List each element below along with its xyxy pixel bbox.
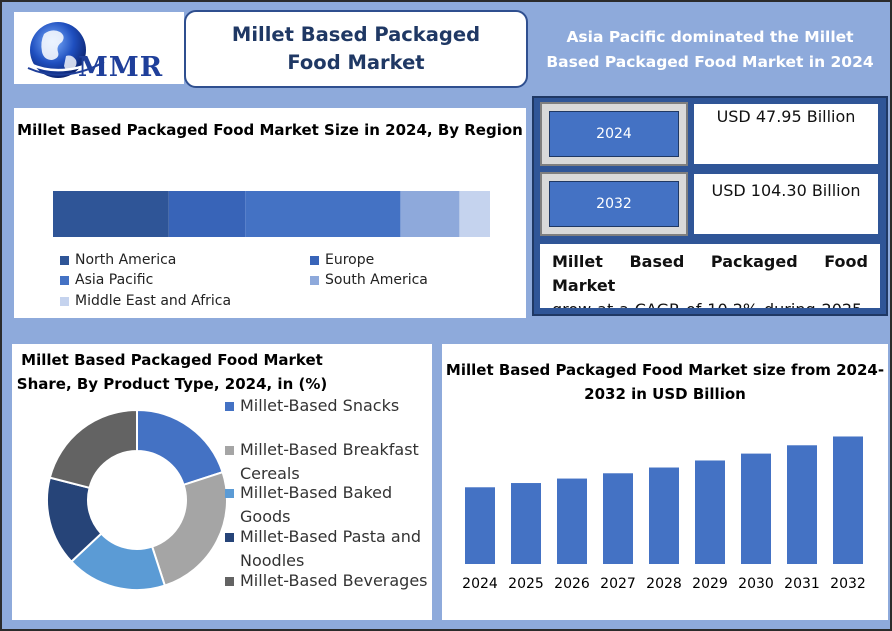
legend-item-asia-pacific: Asia Pacific bbox=[60, 272, 153, 288]
legend-swatch bbox=[225, 577, 234, 586]
donut-slice-1 bbox=[150, 470, 228, 587]
region-bar-segment-2 bbox=[245, 191, 401, 237]
x-tick-label: 2030 bbox=[738, 576, 774, 592]
globe-icon bbox=[27, 22, 105, 78]
headline-box: Asia Pacific dominated the Millet Based … bbox=[532, 6, 888, 94]
x-tick-label: 2029 bbox=[692, 576, 728, 592]
legend-label: North America bbox=[75, 252, 177, 268]
x-tick-label: 2024 bbox=[462, 576, 498, 592]
bar-2025 bbox=[511, 483, 541, 564]
legend-label: Millet-Based Pasta and Noodles bbox=[240, 527, 421, 570]
bar-2031 bbox=[787, 445, 817, 564]
bar-2032 bbox=[833, 436, 863, 564]
bar-2024 bbox=[465, 487, 495, 564]
value-box-2024: USD 47.95 Billion bbox=[694, 104, 878, 164]
value-label: USD 47.95 Billion bbox=[716, 107, 856, 126]
legend-swatch bbox=[225, 446, 234, 455]
product-type-chart-panel: Millet Based Packaged Food Market Share,… bbox=[12, 344, 432, 620]
legend-label: Middle East and Africa bbox=[75, 293, 232, 309]
region-bar-segment-0 bbox=[53, 191, 169, 237]
legend-item-snacks: Millet-Based Snacks bbox=[225, 394, 435, 418]
x-tick-label: 2026 bbox=[554, 576, 590, 592]
legend-label: Asia Pacific bbox=[75, 272, 154, 288]
year-box-2032: 2032 bbox=[540, 172, 688, 236]
headline-text: Asia Pacific dominated the Millet Based … bbox=[546, 28, 874, 71]
legend-label: Millet-Based Breakfast Cereals bbox=[240, 440, 419, 483]
region-stacked-bar bbox=[53, 191, 490, 237]
logo: MMR bbox=[14, 12, 184, 84]
bar-chart: 2024 2025 2026 2027 2028 2029 2030 2031 2032 bbox=[462, 436, 866, 592]
value-box-2032: USD 104.30 Billion bbox=[694, 174, 878, 234]
donut-chart bbox=[46, 408, 228, 591]
x-tick-label: 2028 bbox=[646, 576, 682, 592]
cagr-bold-text: Millet Based Packaged Food Market bbox=[552, 252, 868, 295]
bar-2026 bbox=[557, 478, 587, 564]
year-label: 2024 bbox=[549, 111, 679, 157]
region-bar-segment-4 bbox=[459, 191, 490, 237]
legend-item-pasta-noodles: Millet-Based Pasta and Noodles bbox=[225, 525, 435, 573]
legend-item-north-america: North America bbox=[60, 252, 176, 268]
donut-slice-4 bbox=[48, 408, 138, 490]
x-tick-label: 2032 bbox=[830, 576, 866, 592]
legend-swatch bbox=[225, 489, 234, 498]
legend-swatch bbox=[225, 402, 234, 411]
legend-item-europe: Europe bbox=[310, 252, 374, 268]
x-tick-label: 2025 bbox=[508, 576, 544, 592]
legend-swatch bbox=[60, 296, 69, 306]
donut-slice-0 bbox=[136, 408, 224, 487]
region-bar-segment-1 bbox=[168, 191, 246, 237]
title-box: Millet Based Packaged Food Market bbox=[184, 10, 528, 88]
stats-panel: 2024 USD 47.95 Billion 2032 USD 104.30 B… bbox=[532, 96, 888, 316]
legend-item-baked-goods: Millet-Based Baked Goods bbox=[225, 481, 435, 529]
legend-label: Millet-Based Baked Goods bbox=[240, 483, 393, 526]
value-label: USD 104.30 Billion bbox=[711, 181, 861, 200]
bar-2027 bbox=[603, 473, 633, 564]
legend-item-south-america: South America bbox=[310, 272, 428, 288]
region-chart-title: Millet Based Packaged Food Market Size i… bbox=[17, 121, 523, 139]
x-tick-label: 2027 bbox=[600, 576, 636, 592]
legend-item-beverages: Millet-Based Beverages bbox=[225, 569, 435, 593]
legend-label: Europe bbox=[325, 252, 375, 268]
bar-2029 bbox=[695, 460, 725, 564]
bar-chart-title: Millet Based Packaged Food Market size f… bbox=[445, 361, 885, 403]
legend-swatch bbox=[225, 533, 234, 542]
legend-swatch bbox=[60, 255, 69, 265]
bar-2028 bbox=[649, 467, 679, 564]
legend-swatch bbox=[310, 255, 319, 265]
legend-swatch bbox=[60, 275, 69, 285]
region-chart-panel: Millet Based Packaged Food Market Size i… bbox=[14, 108, 526, 318]
cagr-rest-text: grow at a CAGR of 10.2% during 2025- bbox=[552, 298, 868, 308]
bar-2030 bbox=[741, 453, 771, 564]
cagr-text-box: Millet Based Packaged Food Market grow a… bbox=[540, 244, 880, 308]
legend-swatch bbox=[310, 275, 319, 285]
year-label: 2032 bbox=[549, 181, 679, 227]
market-size-chart-panel: Millet Based Packaged Food Market size f… bbox=[442, 344, 888, 620]
legend-label: Millet-Based Beverages bbox=[240, 571, 428, 590]
region-bar-segment-3 bbox=[400, 191, 460, 237]
legend-label: Millet-Based Snacks bbox=[240, 396, 400, 415]
legend-label: South America bbox=[325, 272, 428, 288]
logo-text: MMR bbox=[78, 52, 164, 83]
x-tick-label: 2031 bbox=[784, 576, 820, 592]
page-title: Millet Based Packaged Food Market bbox=[231, 23, 481, 74]
year-box-2024: 2024 bbox=[540, 102, 688, 166]
legend-item-middle-east-africa: Middle East and Africa bbox=[60, 293, 231, 309]
legend-item-breakfast-cereals: Millet-Based Breakfast Cereals bbox=[225, 438, 435, 486]
donut-chart-title: Millet Based Packaged Food Market Share,… bbox=[16, 351, 328, 393]
